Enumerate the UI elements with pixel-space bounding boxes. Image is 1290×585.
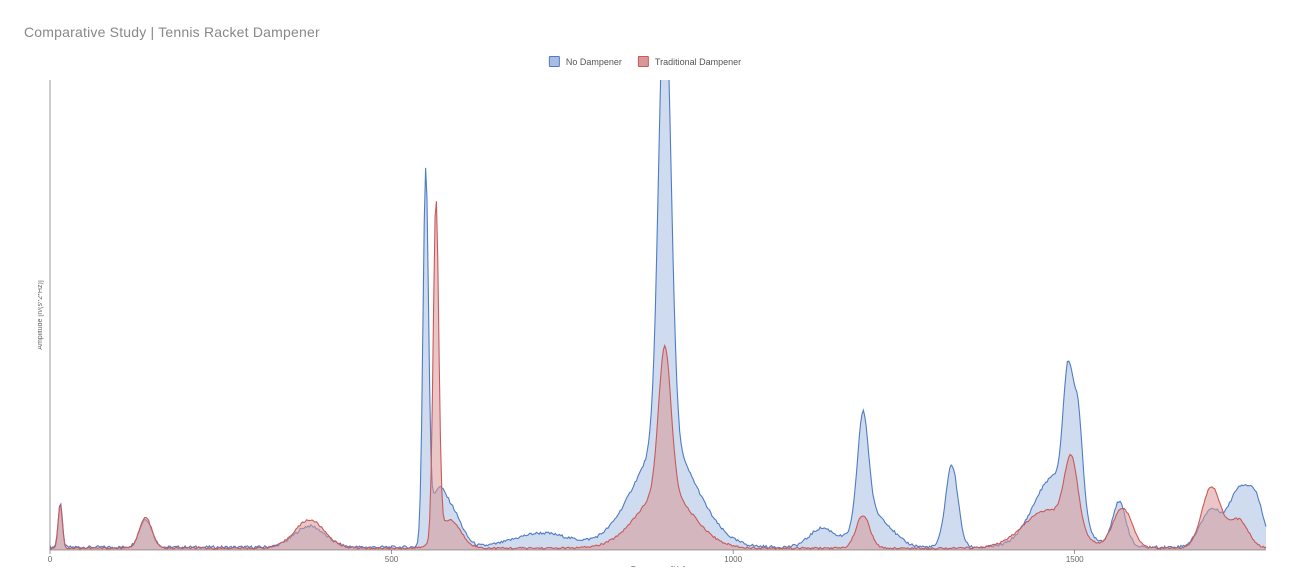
chart-svg: 0 500 1000 1500 Frequency [Hz] Amplitude [n/(… xyxy=(38,80,1278,567)
page-title: Comparative Study | Tennis Racket Dampen… xyxy=(24,24,320,40)
legend-item-traditional-dampener: Traditional Dampener xyxy=(638,56,741,67)
x-tick-label: 0 xyxy=(48,555,53,564)
legend-swatch-traditional-dampener xyxy=(638,56,649,67)
x-tick-label: 1000 xyxy=(724,555,742,564)
legend-label-traditional-dampener: Traditional Dampener xyxy=(655,57,741,67)
x-tick-label: 500 xyxy=(385,555,399,564)
y-axis-title: Amplitude [n/(s^2*Hz)] xyxy=(38,280,44,349)
legend-label-no-dampener: No Dampener xyxy=(566,57,622,67)
x-axis-title: Frequency [Hz] xyxy=(631,565,685,567)
spectrum-chart: 0 500 1000 1500 Frequency [Hz] Amplitude [n/(… xyxy=(38,80,1278,567)
legend-item-no-dampener: No Dampener xyxy=(549,56,622,67)
chart-legend: No Dampener Traditional Dampener xyxy=(549,56,741,67)
x-tick-label: 1500 xyxy=(1066,555,1084,564)
legend-swatch-no-dampener xyxy=(549,56,560,67)
